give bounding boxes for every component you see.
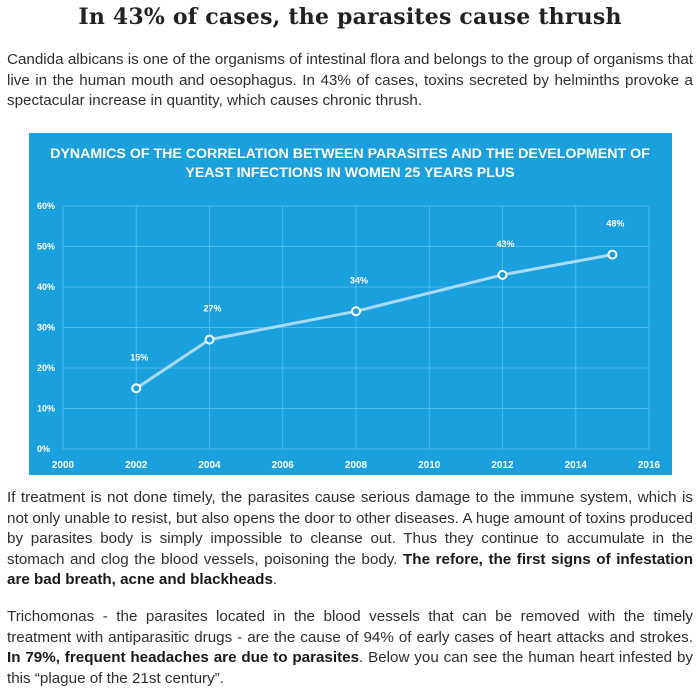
data-label: 15% [130,352,148,362]
data-label: 48% [606,219,624,229]
trichomonas-paragraph-end: . Below you can see the human heart infe… [7,649,693,687]
x-tick-label: 2002 [125,460,148,471]
data-label: 27% [203,304,221,314]
article-heading: In 43% of cases, the parasites cause thr… [78,4,622,30]
x-tick-label: 2012 [491,460,514,471]
data-point [607,249,618,260]
data-point [131,383,142,394]
data-point [351,306,361,317]
y-tick-label: 0% [37,444,50,454]
y-tick-label: 20% [37,363,55,373]
correlation-chart: DYNAMICS OF THE CORRELATION BETWEEN PARA… [29,133,672,475]
y-tick-label: 60% [37,201,55,211]
x-tick-label: 2008 [345,460,368,471]
trichomonas-paragraph-text: Trichomonas - the parasites located in t… [7,608,693,646]
y-tick-label: 40% [37,282,55,292]
chart-title-line-1: DYNAMICS OF THE CORRELATION BETWEEN PARA… [50,146,650,162]
x-tick-label: 2010 [418,460,441,471]
chart-title-line-2: YEAST INFECTIONS IN WOMEN 25 YEARS PLUS [185,165,514,181]
immune-paragraph: If treatment is not done timely, the par… [7,488,693,591]
x-tick-label: 2014 [565,460,588,471]
immune-paragraph-end: . [272,571,278,588]
infestation-signs-bold: The refore, the first signs of infestati… [7,550,693,589]
headaches-bold: In 79%, frequent headaches are due to pa… [7,649,360,666]
x-tick-label: 2016 [638,460,661,471]
data-label: 43% [496,239,514,249]
y-tick-label: 30% [37,323,55,333]
immune-paragraph-text: If treatment is not done timely, the par… [7,489,693,568]
x-tick-label: 2000 [52,460,75,471]
chart-svg: DYNAMICS OF THE CORRELATION BETWEEN PARA… [37,146,661,471]
trichomonas-paragraph: Trichomonas - the parasites located in t… [7,607,693,689]
data-label: 34% [350,275,368,285]
intro-paragraph: Candida albicans is one of the organisms… [7,51,693,109]
x-tick-label: 2004 [198,460,221,471]
y-tick-label: 50% [37,242,55,252]
x-tick-label: 2006 [272,460,295,471]
data-point [497,269,508,280]
data-point [204,334,215,345]
y-tick-label: 10% [37,404,55,414]
